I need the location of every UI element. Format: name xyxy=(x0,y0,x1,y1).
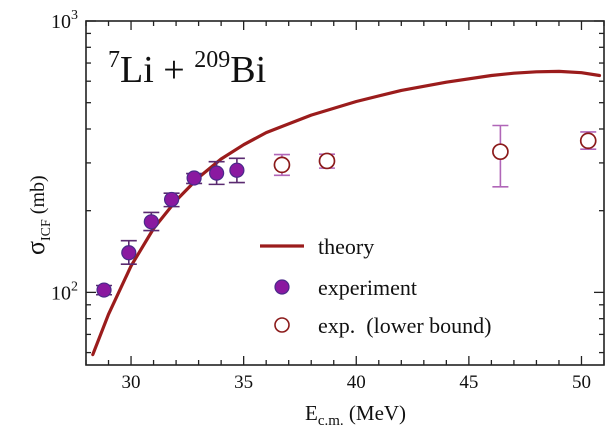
chart-legend: theory experiment exp. (lower bound) xyxy=(260,234,492,338)
experiment-point xyxy=(186,170,202,186)
x-axis-label-main: E xyxy=(305,401,318,425)
x-tick-label: 40 xyxy=(347,372,366,393)
experiment-point xyxy=(96,282,112,298)
experiment-point xyxy=(209,165,225,181)
y-axis-label-unit: (mb) xyxy=(27,175,49,219)
x-tick-label: 45 xyxy=(459,372,478,393)
y-axis-label-main: σ xyxy=(21,241,50,255)
y-tick-label: 103 xyxy=(51,8,78,33)
x-tick-label: 50 xyxy=(572,372,591,393)
y-tick-base: 10 xyxy=(51,11,71,33)
experiment-point xyxy=(121,245,137,261)
legend-lower-bound-marker xyxy=(274,317,290,333)
x-tick-label: 30 xyxy=(122,372,141,393)
axis-ticks xyxy=(85,20,605,365)
experiment-point xyxy=(143,214,159,230)
target-symbol: Bi xyxy=(230,49,266,91)
lower-bound-point xyxy=(492,143,509,161)
target-mass-number: 209 xyxy=(194,47,230,73)
x-axis-label-sub: c.m. xyxy=(318,413,344,429)
legend-experiment-label: experiment xyxy=(318,275,417,300)
y-tick-base: 10 xyxy=(51,282,71,304)
lower-bound-point xyxy=(273,156,291,174)
y-tick-exponent: 2 xyxy=(71,279,78,294)
reaction-annotation: 7Li + 209Bi xyxy=(108,47,266,91)
legend-theory-label: theory xyxy=(318,234,374,259)
lower-bound-series xyxy=(273,124,597,188)
lower-bound-point xyxy=(579,132,597,150)
y-tick-exponent: 3 xyxy=(71,8,78,23)
legend-experiment-marker xyxy=(274,279,290,295)
x-axis-label: Ec.m. (MeV) xyxy=(305,401,406,429)
lower-bound-point xyxy=(318,152,336,170)
experiment-point xyxy=(229,162,245,178)
legend-lower-bound-label: exp. (lower bound) xyxy=(318,313,492,338)
experiment-point xyxy=(163,191,180,208)
projectile-mass-number: 7 xyxy=(108,47,120,73)
projectile-symbol: Li xyxy=(120,49,154,91)
y-tick-label: 102 xyxy=(51,279,78,304)
experiment-series xyxy=(96,157,245,298)
x-axis-label-unit: (MeV) xyxy=(344,401,406,425)
y-axis-label-sub: ICF xyxy=(39,219,54,241)
plus-sign: + xyxy=(154,49,194,91)
plot-frame xyxy=(85,20,605,366)
y-axis-label: σICF (mb) xyxy=(21,175,54,255)
x-tick-label: 35 xyxy=(234,372,253,393)
